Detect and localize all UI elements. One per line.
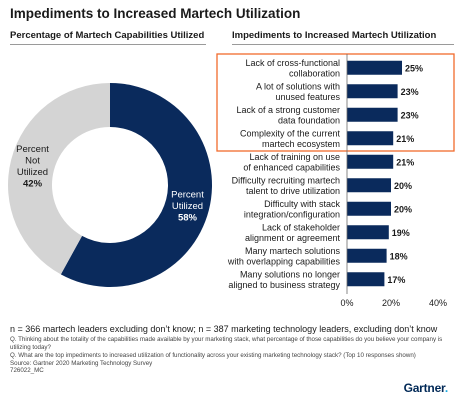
pie-panel-rule bbox=[10, 44, 206, 45]
category-label: talent to drive utilization bbox=[246, 186, 340, 196]
bar-panel-title: Impediments to Increased Martech Utiliza… bbox=[232, 30, 437, 41]
category-label: collaboration bbox=[289, 68, 340, 78]
bar-value-label: 21% bbox=[396, 134, 414, 144]
category-label: Difficulty with stack bbox=[264, 199, 340, 209]
bar bbox=[347, 201, 391, 216]
slice-label: Utilized bbox=[172, 201, 203, 212]
bar bbox=[347, 84, 398, 99]
category-label: aligned to business strategy bbox=[228, 280, 340, 290]
logo-dot: . bbox=[444, 381, 448, 395]
gartner-logo: Gartner. bbox=[403, 381, 449, 395]
bar bbox=[347, 248, 387, 263]
bar-value-label: 25% bbox=[405, 63, 423, 73]
donut-slice bbox=[7, 83, 111, 275]
bar bbox=[347, 178, 391, 193]
bar-value-label: 23% bbox=[401, 110, 419, 120]
category-label: Lack of training on use bbox=[249, 152, 340, 162]
question-one-note: Q. Thinking about the totality of the ca… bbox=[10, 336, 443, 352]
category-label: martech ecosystem bbox=[262, 139, 340, 149]
figure-id: 726022_MC bbox=[10, 367, 44, 375]
question-two-note: Q. What are the top impediments to incre… bbox=[10, 351, 416, 359]
category-label: A lot of solutions with bbox=[256, 81, 340, 91]
slice-label: Percent bbox=[16, 144, 49, 155]
bar bbox=[347, 131, 394, 146]
x-tick-label: 20% bbox=[382, 298, 400, 308]
chart-notes: n = 366 martech leaders excluding don’t … bbox=[10, 324, 455, 375]
bar bbox=[347, 154, 394, 169]
category-label: alignment or agreement bbox=[245, 233, 341, 243]
category-label: integration/configuration bbox=[244, 209, 340, 219]
x-tick-label: 0% bbox=[340, 298, 353, 308]
bar-value-label: 19% bbox=[392, 228, 410, 238]
slice-value-label: 58% bbox=[178, 212, 198, 223]
slice-label: Percent bbox=[171, 189, 204, 200]
category-label: with overlapping capabilities bbox=[227, 256, 341, 266]
category-label: of enhanced capabilities bbox=[243, 162, 340, 172]
bar-value-label: 17% bbox=[387, 275, 405, 285]
bar bbox=[347, 225, 389, 240]
category-label: unused features bbox=[275, 92, 340, 102]
source-note: Source: Gartner 2020 Marketing Technolog… bbox=[10, 359, 153, 367]
pie-panel-title: Percentage of Martech Capabilities Utili… bbox=[10, 30, 205, 41]
chart-title: Impediments to Increased Martech Utiliza… bbox=[10, 6, 301, 21]
category-label: Lack of stakeholder bbox=[262, 222, 340, 232]
bar-value-label: 18% bbox=[390, 251, 408, 261]
category-label: Lack of a strong customer bbox=[236, 105, 340, 115]
category-label: data foundation bbox=[278, 115, 340, 125]
category-label: Many solutions no longer bbox=[240, 269, 340, 279]
slice-label: Not bbox=[25, 155, 40, 166]
slice-label: Utilized bbox=[17, 167, 48, 178]
slice-value-label: 42% bbox=[23, 178, 43, 189]
bar bbox=[347, 60, 402, 75]
logo-text: Gartner bbox=[403, 381, 445, 395]
highlight-box bbox=[216, 53, 455, 152]
category-label: Lack of cross-functional bbox=[245, 58, 340, 68]
category-label: Difficulty recruiting martech bbox=[232, 175, 340, 185]
bar-value-label: 20% bbox=[394, 181, 412, 191]
bar-panel-rule bbox=[232, 44, 454, 45]
x-tick-label: 40% bbox=[429, 298, 447, 308]
sample-size-note: n = 366 martech leaders excluding don’t … bbox=[10, 324, 438, 334]
bar bbox=[347, 272, 385, 287]
donut-slice bbox=[60, 83, 212, 287]
bar-value-label: 20% bbox=[394, 204, 412, 214]
category-label: Complexity of the current bbox=[240, 128, 341, 138]
bar bbox=[347, 107, 398, 122]
category-label: Many martech solutions bbox=[245, 246, 341, 256]
bar-value-label: 23% bbox=[401, 87, 419, 97]
bar-value-label: 21% bbox=[396, 157, 414, 167]
